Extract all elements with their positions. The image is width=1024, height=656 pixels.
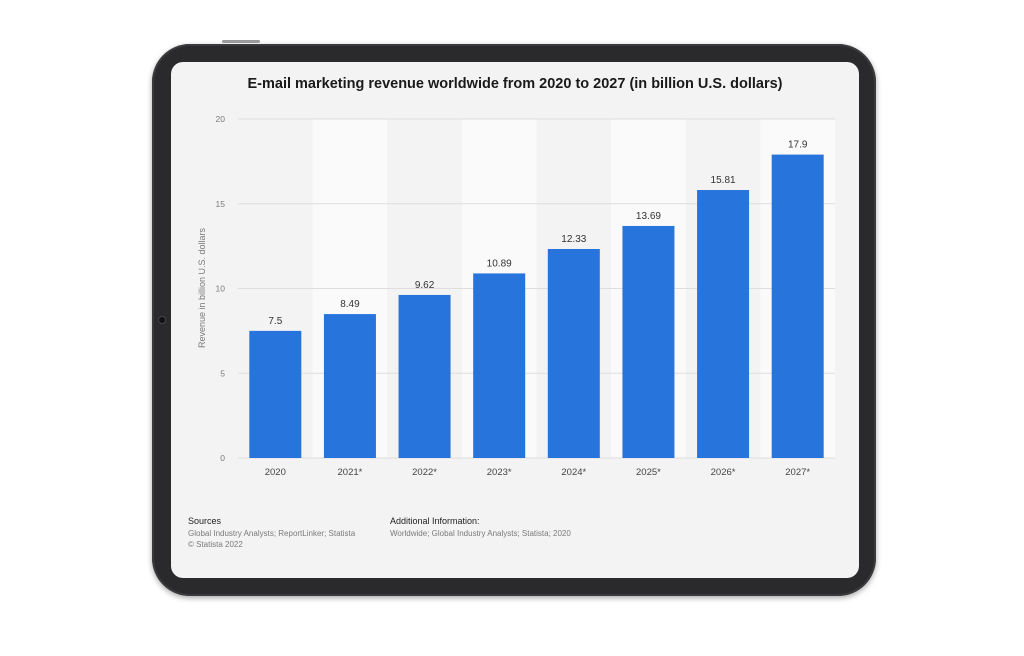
bar (323, 314, 376, 458)
data-label: 8.49 (340, 299, 360, 310)
bars (249, 154, 824, 458)
x-tick-label: 2020 (265, 467, 286, 478)
y-tick-label: 5 (220, 368, 225, 378)
x-tick-label: 2022* (412, 467, 437, 478)
y-tick-label: 20 (216, 114, 226, 124)
data-label: 17.9 (788, 140, 808, 151)
y-axis-ticks: 0 5 10 15 20 (216, 114, 226, 463)
chart-title: E-mail marketing revenue worldwide from … (247, 76, 783, 92)
x-tick-label: 2026* (711, 467, 736, 478)
y-tick-label: 0 (220, 453, 225, 463)
chart-screen: E-mail marketing revenue worldwide from … (171, 62, 859, 578)
data-label: 10.89 (487, 258, 512, 269)
tablet-power-button (222, 40, 260, 43)
bar (771, 154, 824, 458)
data-label: 12.33 (561, 234, 586, 245)
bar (697, 190, 750, 458)
x-tick-label: 2025* (636, 467, 661, 478)
x-tick-label: 2024* (561, 467, 586, 478)
value-labels: 7.5 8.49 9.62 10.89 12.33 13.69 15.81 17.9 (268, 140, 807, 327)
data-label: 15.81 (711, 175, 736, 186)
data-label: 9.62 (415, 280, 435, 291)
data-label: 7.5 (268, 316, 282, 327)
y-axis-label: Revenue in billion U.S. dollars (197, 227, 207, 348)
bar (398, 294, 451, 458)
camera-icon (159, 317, 165, 323)
bar (547, 249, 600, 458)
bar (473, 273, 526, 458)
bar (622, 225, 675, 458)
bar (249, 330, 302, 458)
x-axis-ticks: 2020 2021* 2022* 2023* 2024* 2025* 2026* 2027* (265, 467, 811, 478)
y-tick-label: 10 (216, 284, 226, 294)
y-tick-label: 15 (216, 199, 226, 209)
data-label: 13.69 (636, 211, 661, 222)
x-tick-label: 2021* (338, 467, 363, 478)
x-tick-label: 2027* (785, 467, 810, 478)
x-tick-label: 2023* (487, 467, 512, 478)
bar-chart: 0 5 10 15 20 7.5 8.49 9.62 10.89 12.33 13.69 15.81… (197, 114, 835, 478)
